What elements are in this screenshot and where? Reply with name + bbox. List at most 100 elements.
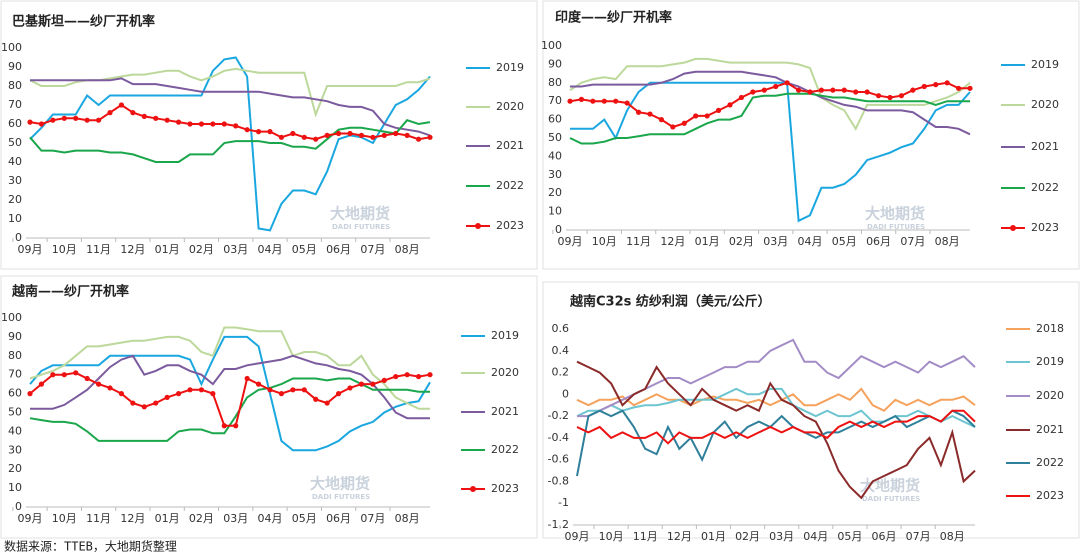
- point: [347, 385, 353, 391]
- point: [967, 85, 973, 91]
- y-tick-label: 40: [548, 149, 562, 162]
- y-tick-label: 10: [548, 205, 562, 218]
- point: [27, 119, 33, 125]
- y-tick-label: 60: [8, 117, 22, 130]
- series-line: [576, 409, 976, 445]
- x-tick-label: 04月: [803, 530, 828, 543]
- point: [130, 400, 136, 406]
- point: [347, 130, 353, 137]
- x-tick-label: 06月: [326, 512, 351, 525]
- legend-label: 2022: [1036, 456, 1064, 469]
- legend-label: 2019: [1031, 58, 1059, 71]
- legend-label: 2020: [1031, 98, 1059, 111]
- point: [187, 121, 193, 127]
- panel-border: [0, 0, 538, 270]
- point: [221, 423, 227, 429]
- y-tick-label: 80: [8, 349, 22, 362]
- watermark: DADI FUTURES: [312, 493, 370, 501]
- point: [38, 121, 45, 127]
- y-tick-label: -0.6: [548, 453, 569, 466]
- point: [301, 387, 307, 393]
- watermark: DADI FUTURES: [862, 495, 920, 503]
- x-tick-label: 08月: [935, 235, 960, 248]
- point: [853, 89, 859, 95]
- legend-label: 2022: [1031, 181, 1059, 194]
- point: [164, 394, 170, 400]
- legend-label: 2023: [1031, 221, 1059, 234]
- point: [670, 124, 676, 130]
- x-tick-label: 10月: [599, 530, 624, 543]
- point: [727, 102, 733, 108]
- series-line: [29, 119, 431, 163]
- point: [50, 117, 56, 123]
- y-tick-label: 0.2: [552, 366, 570, 379]
- point: [244, 375, 250, 382]
- x-tick-label: 08月: [395, 243, 420, 256]
- point: [324, 400, 330, 406]
- point: [415, 136, 422, 142]
- point: [107, 385, 113, 391]
- series-line: [29, 335, 431, 452]
- x-tick-label: 07月: [360, 512, 385, 525]
- y-tick-label: 100: [541, 39, 562, 52]
- y-tick-label: 0: [555, 223, 562, 236]
- x-tick-label: 09月: [565, 530, 590, 543]
- x-tick-label: 04月: [258, 512, 283, 525]
- watermark: 大地期货: [865, 205, 925, 223]
- point: [358, 132, 365, 138]
- point: [370, 134, 376, 140]
- y-tick-label: 0: [562, 387, 569, 400]
- series-line: [29, 326, 430, 410]
- x-tick-label: 02月: [729, 235, 754, 248]
- x-tick-label: 09月: [18, 243, 43, 256]
- y-tick-label: 70: [548, 94, 562, 107]
- point: [324, 132, 330, 138]
- point: [393, 130, 399, 137]
- y-tick-label: 30: [548, 168, 562, 181]
- point: [233, 123, 239, 129]
- watermark: DADI FUTURES: [332, 223, 390, 231]
- point: [118, 102, 125, 108]
- legend-label: 2018: [1036, 322, 1064, 335]
- point: [335, 130, 342, 137]
- point: [933, 82, 939, 88]
- y-tick-label: 40: [8, 424, 22, 437]
- point: [141, 113, 147, 119]
- point: [370, 381, 376, 387]
- x-tick-label: 11月: [86, 243, 111, 256]
- series-line: [29, 56, 431, 232]
- x-tick-label: 02月: [189, 243, 214, 256]
- point: [807, 89, 813, 95]
- point: [601, 98, 607, 104]
- point: [95, 117, 102, 123]
- point: [427, 134, 433, 140]
- legend-label: 2020: [496, 100, 524, 113]
- chart-title: 印度——纱厂开机率: [555, 10, 672, 26]
- point: [290, 387, 296, 393]
- series-line: [570, 70, 971, 136]
- watermark: DADI FUTURES: [867, 223, 925, 231]
- y-tick-label: 30: [8, 443, 22, 456]
- point: [635, 109, 642, 115]
- point: [278, 134, 285, 140]
- point: [693, 113, 699, 119]
- point: [130, 110, 136, 116]
- point: [773, 83, 779, 90]
- y-tick-label: 50: [548, 131, 562, 144]
- y-tick-label: 20: [8, 193, 22, 206]
- x-tick-label: 11月: [633, 530, 658, 543]
- x-tick-label: 10月: [52, 512, 77, 525]
- point: [107, 110, 113, 116]
- y-tick-label: 50: [8, 406, 22, 419]
- point: [784, 80, 790, 86]
- point: [750, 89, 756, 95]
- chart-title: 越南——纱厂开机率: [11, 284, 129, 300]
- point: [255, 129, 262, 135]
- y-tick-label: 20: [8, 462, 22, 475]
- x-tick-label: 07月: [906, 530, 931, 543]
- point: [910, 87, 916, 93]
- point: [795, 87, 802, 93]
- point: [955, 85, 962, 91]
- point: [715, 107, 722, 113]
